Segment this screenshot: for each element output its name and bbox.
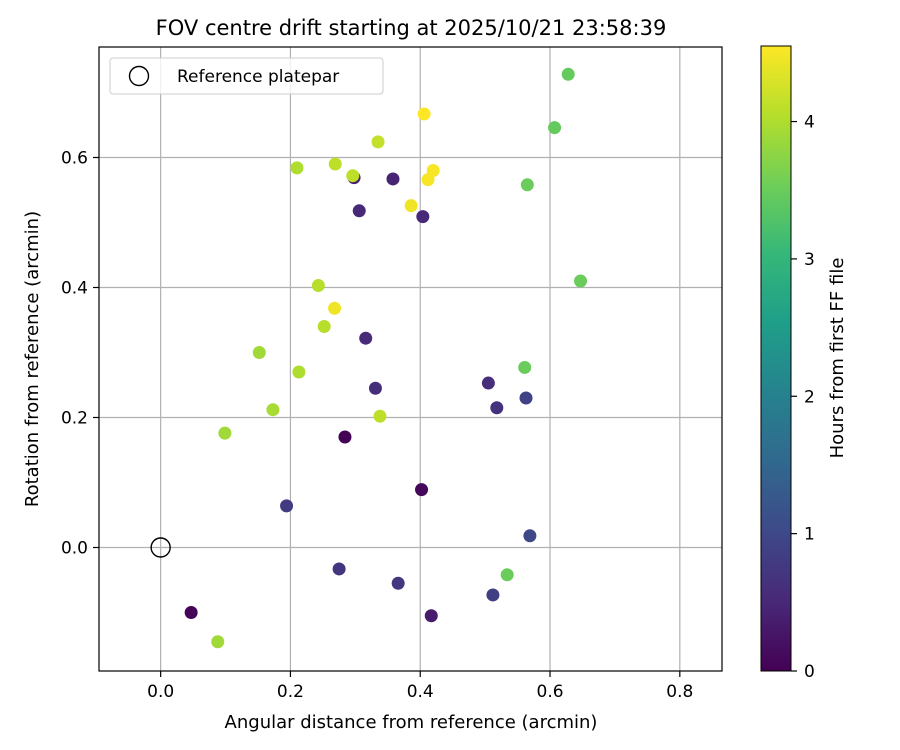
y-tick-label: 0.2 [61,409,88,429]
data-point [386,172,400,186]
x-tick-label: 0.4 [407,682,434,702]
colorbar-tick-label: 4 [804,113,815,133]
data-point [371,135,385,149]
y-tick-label: 0.6 [61,149,88,169]
y-ticks: 0.0 0.2 0.4 0.6 [61,149,99,559]
colorbar-ticks: 0 1 2 3 4 [791,113,815,682]
x-tick-label: 0.0 [147,682,174,702]
x-tick-label: 0.8 [666,682,693,702]
data-point [481,376,495,390]
colorbar-tick-label: 3 [804,250,815,270]
data-point [391,576,405,590]
data-point [292,365,306,379]
data-point [548,121,562,135]
y-tick-label: 0.4 [61,279,88,299]
colorbar [760,45,792,672]
data-point [368,381,382,395]
data-point [280,499,294,513]
data-point [523,529,537,543]
grid [99,47,722,671]
x-axis-label: Angular distance from reference (arcmin) [225,712,598,733]
colorbar-tick-label: 0 [804,662,815,682]
x-ticks: 0.0 0.2 0.4 0.6 0.8 [147,671,693,702]
data-point [328,301,342,315]
y-tick-label: 0.0 [61,539,88,559]
colorbar-tick-label: 1 [804,525,815,545]
data-point [561,67,575,81]
legend: Reference platepar [109,57,384,95]
data-point [346,169,360,183]
data-point [416,210,430,224]
data-point [417,107,431,121]
data-point [520,178,534,192]
data-point [184,606,198,619]
data-point [574,274,588,288]
data-point [218,426,232,440]
data-point [518,360,532,374]
data-point [373,409,387,423]
reference-platepar-marker [150,537,171,558]
chart-title: FOV centre drift starting at 2025/10/21 … [156,16,667,40]
x-tick-label: 0.6 [537,682,564,702]
scatter-points [184,67,588,649]
data-point [252,346,266,359]
data-point [519,391,533,405]
data-point [338,430,352,444]
data-point [359,331,373,345]
data-point [290,161,304,175]
x-tick-label: 0.2 [277,682,304,702]
data-point [211,635,225,649]
data-point [500,568,514,582]
data-point [404,199,418,213]
y-axis-label: Rotation from reference (arcmin) [22,211,43,507]
legend-label: Reference platepar [177,67,339,87]
data-point [415,483,429,497]
data-point [352,204,366,218]
legend-marker [128,65,150,87]
data-point [486,588,500,602]
data-point [332,562,346,576]
data-point [266,403,280,417]
data-point [311,279,325,293]
data-point [328,157,342,171]
data-point [317,320,331,333]
plot-frame [98,46,723,672]
colorbar-label: Hours from first FF file [827,258,848,459]
legend-box [109,57,384,95]
data-point [424,609,438,623]
data-point [490,401,504,415]
data-point [426,164,440,177]
colorbar-tick-label: 2 [804,387,815,407]
